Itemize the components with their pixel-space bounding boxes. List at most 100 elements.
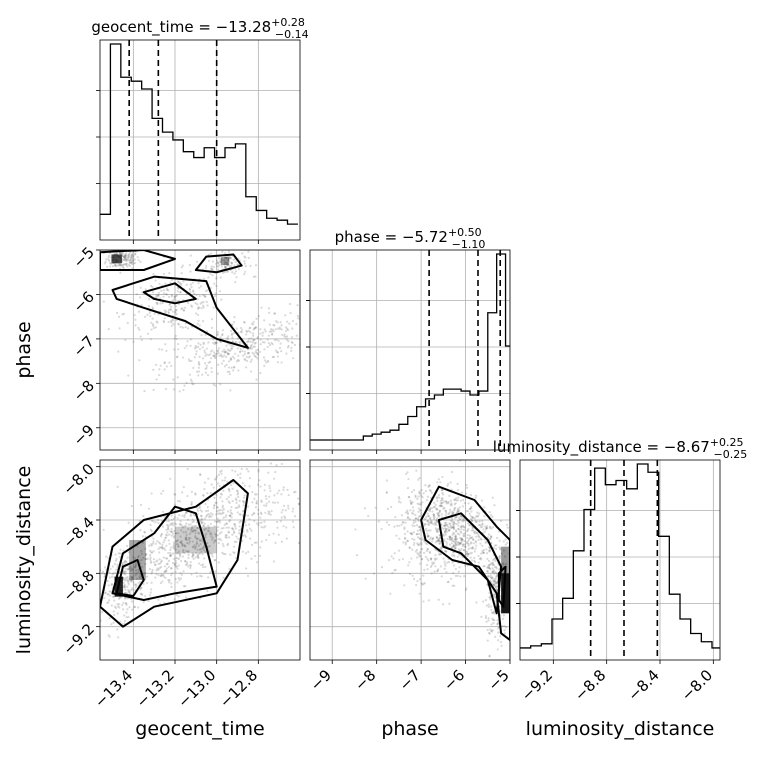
sample-point [438,536,441,539]
sample-point [230,332,234,335]
sample-point [150,328,153,331]
sample-point [124,338,127,342]
sample-point [300,329,302,331]
sample-point [251,341,254,344]
sample-point [491,567,494,570]
sample-point [296,314,300,318]
sample-point [225,355,228,359]
sample-point [271,333,274,336]
sample-point [152,388,155,391]
sample-point [452,543,455,547]
sample-point [416,580,419,583]
sample-point [493,558,496,561]
sample-point [489,605,493,608]
sample-point [275,338,278,341]
sample-point [444,533,447,536]
sample-point [186,340,189,343]
sample-point [405,472,408,476]
panel-content [100,460,317,660]
sample-point [452,525,455,528]
sample-point [194,532,197,535]
sample-point [203,351,207,354]
sample-point [242,500,245,503]
sample-point [189,523,192,526]
sample-point [234,260,237,264]
sample-point [135,577,139,580]
sample-point [456,543,459,546]
sample-point [194,551,198,554]
sample-point [126,321,129,325]
sample-point [229,514,232,517]
sample-point [411,548,414,551]
sample-point [171,572,174,575]
sample-point [177,287,180,290]
sample-point [490,561,493,564]
sample-point [223,259,226,262]
sample-point [260,306,263,309]
contour-level-1 [420,485,510,641]
sample-point [224,553,227,556]
sample-point [260,521,263,524]
sample-point [433,557,437,560]
sample-point [258,479,261,482]
sample-point [452,521,455,524]
tick-label: −8.0 [678,666,716,704]
sample-point [251,332,255,335]
contour-level-3 [497,565,507,608]
sample-point [492,569,496,572]
sample-point [198,355,201,358]
sample-point [131,259,135,262]
sample-point [195,260,199,263]
sample-point [193,525,196,528]
sample-point [456,527,460,530]
sample-point [465,486,469,489]
sample-point [177,550,180,553]
sample-point [256,357,259,360]
sample-point [133,583,136,586]
sample-point [198,348,202,351]
sample-point [431,537,434,540]
sample-point [198,552,202,555]
sample-point [127,258,130,261]
tick-label: −9.2 [60,620,98,658]
sample-point [174,570,177,574]
sample-point [492,579,495,583]
sample-point [129,569,132,572]
sample-point [452,526,455,529]
sample-point [211,538,214,541]
sample-point [251,513,254,517]
sample-point [121,604,124,607]
panel-phase-vs-phase: phase = −5.72+0.50 −1.10 [306,226,511,454]
sample-point [134,565,137,568]
sample-point [483,530,487,533]
sample-point [171,310,174,313]
sample-point [199,343,202,346]
sample-point [452,540,455,543]
sample-point [175,319,178,322]
sample-point [142,514,145,518]
sample-point [188,540,192,543]
sample-point [192,553,195,557]
sample-point [199,574,202,577]
sample-point [134,563,137,566]
sample-point [488,654,491,657]
sample-point [315,489,317,491]
sample-point [175,540,179,543]
sample-point [211,268,214,272]
sample-point [146,332,150,335]
sample-point [119,620,122,623]
sample-point [463,545,467,548]
sample-point [281,508,284,512]
sample-point [478,536,481,539]
sample-point [470,519,473,522]
sample-point [182,485,185,489]
sample-point [110,604,113,607]
sample-point [462,543,465,546]
sample-point [204,295,207,298]
sample-point [439,502,442,505]
sample-point [113,613,116,617]
sample-point [272,330,275,333]
sample-point [194,546,197,549]
sample-point [124,567,127,570]
sample-point [216,526,220,529]
